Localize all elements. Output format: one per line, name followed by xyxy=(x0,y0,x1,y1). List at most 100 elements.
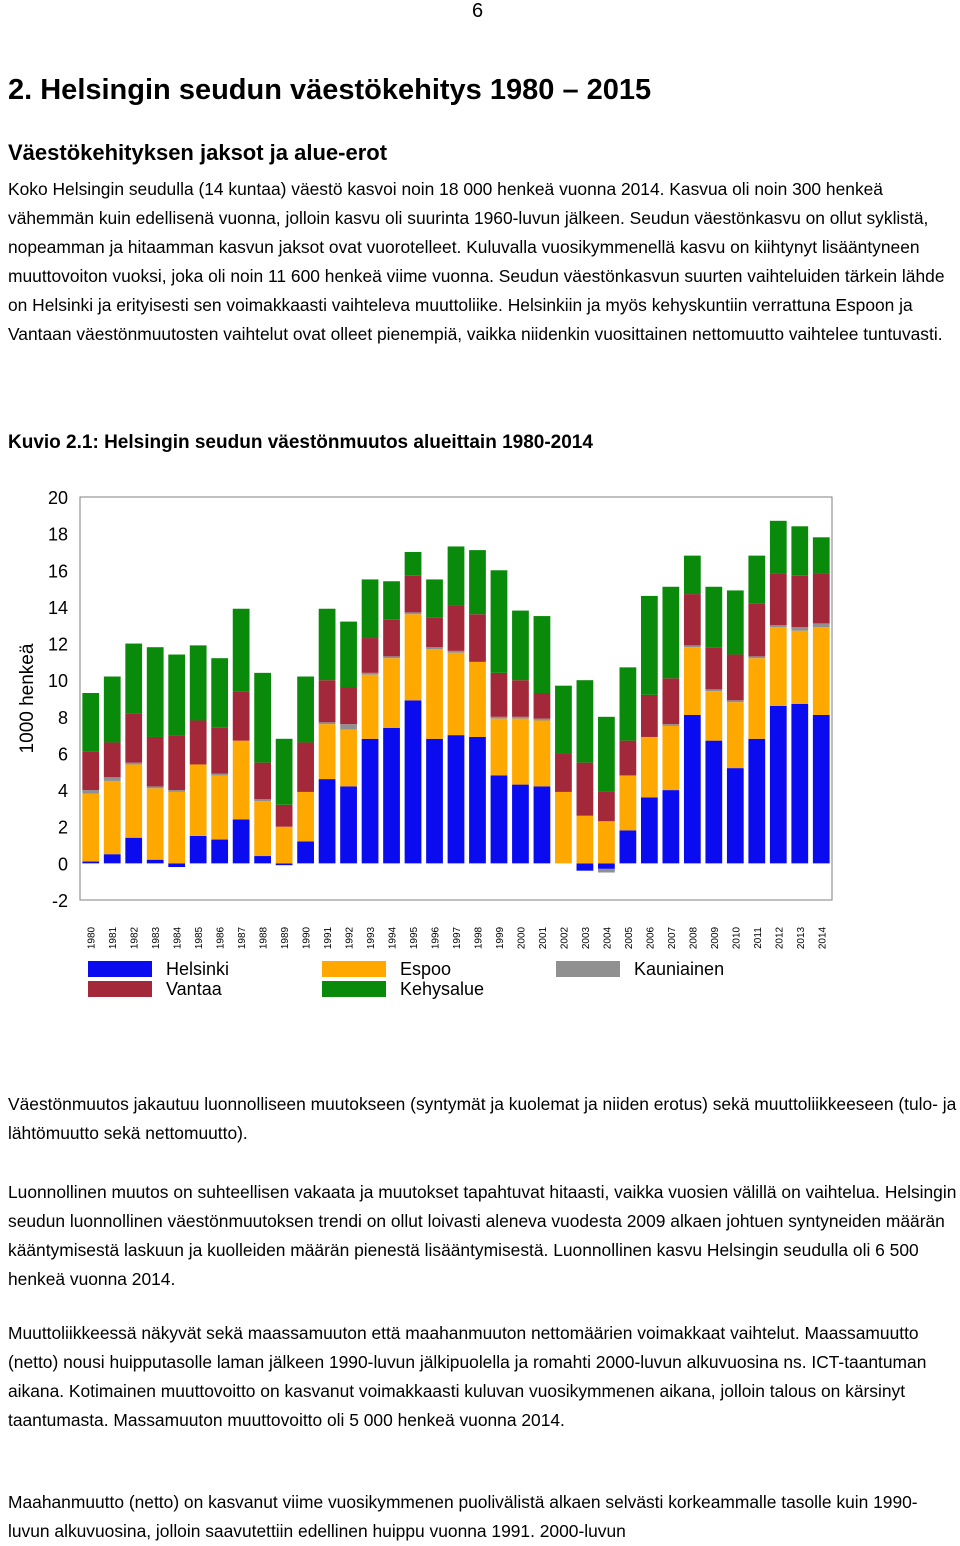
bar-segment-espoo xyxy=(361,674,379,739)
bar-segment-helsinki xyxy=(490,775,508,864)
bar-segment-espoo xyxy=(555,791,572,864)
bar-segment-helsinki xyxy=(598,863,615,869)
bar-segment-helsinki xyxy=(146,859,164,864)
x-tick-label: 1986 xyxy=(216,926,227,949)
bar-segment-espoo xyxy=(748,658,766,739)
bar-segment-helsinki xyxy=(361,738,379,864)
bar-segment-helsinki xyxy=(189,835,207,864)
bar-segment-kauniainen xyxy=(168,790,186,792)
page-number: 6 xyxy=(472,0,484,22)
x-tick-label: 1987 xyxy=(237,926,248,949)
bar-segment-kehysalue xyxy=(469,550,486,615)
y-tick-label: 18 xyxy=(48,525,68,545)
bar-segment-vantaa xyxy=(769,573,787,626)
bar-segment-espoo xyxy=(82,793,100,862)
bar-segment-helsinki xyxy=(533,786,551,864)
x-tick-label: 1993 xyxy=(366,926,377,949)
bar-segment-vantaa xyxy=(619,740,637,776)
x-tick-label: 2013 xyxy=(796,926,807,949)
bar-segment-kauniainen xyxy=(125,762,143,765)
bar-segment-vantaa xyxy=(146,736,164,787)
bar-segment-kehysalue xyxy=(447,546,465,606)
paragraph-natural-change: Luonnollinen muutos on suhteellisen vaka… xyxy=(8,1182,957,1289)
bar-segment-kauniainen xyxy=(748,656,766,659)
x-tick-label: 2005 xyxy=(624,926,635,949)
paragraph-population-change: Väestönmuutos jakautuu luonnolliseen muu… xyxy=(8,1094,957,1143)
bar-segment-vantaa xyxy=(254,762,272,800)
y-tick-label: 20 xyxy=(48,488,68,508)
bar-segment-kauniainen xyxy=(383,656,400,659)
intro-paragraph: Koko Helsingin seudulla (14 kuntaa) väes… xyxy=(8,179,945,344)
bar-segment-vantaa xyxy=(469,614,486,662)
bar-segment-vantaa xyxy=(82,751,100,791)
bar-segment-vantaa xyxy=(555,753,572,792)
bar-segment-vantaa xyxy=(726,654,744,701)
bar-segment-helsinki xyxy=(683,714,701,864)
bar-segment-vantaa xyxy=(683,594,701,646)
legend-label-helsinki: Helsinki xyxy=(166,959,230,979)
y-tick-label: 6 xyxy=(58,744,68,764)
bar-segment-kehysalue xyxy=(404,551,422,576)
legend-swatch-helsinki xyxy=(88,961,152,977)
y-tick-label: 12 xyxy=(48,635,68,655)
x-tick-label: 2012 xyxy=(774,926,785,949)
bar-segment-vantaa xyxy=(640,694,658,737)
bar-segment-vantaa xyxy=(383,619,400,657)
bar-segment-vantaa xyxy=(275,804,293,827)
bar-segment-espoo xyxy=(662,725,680,791)
bar-segment-helsinki xyxy=(340,786,357,864)
x-tick-label: 1995 xyxy=(409,926,420,949)
bar-segment-vantaa xyxy=(297,742,314,792)
bar-segment-kauniainen xyxy=(683,645,701,648)
bar-segment-espoo xyxy=(812,627,830,715)
bar-segment-kehysalue xyxy=(297,676,314,743)
bar-segment-kauniainen xyxy=(705,689,723,692)
bar-segment-espoo xyxy=(275,826,293,864)
bar-segment-espoo xyxy=(769,627,787,706)
bar-segment-helsinki xyxy=(404,700,422,864)
x-tick-label: 2008 xyxy=(688,926,699,949)
bar-segment-kauniainen xyxy=(340,724,357,730)
bar-segment-helsinki xyxy=(125,837,143,864)
x-tick-label: 1992 xyxy=(345,926,356,949)
bar-segment-helsinki xyxy=(426,738,443,864)
bar-segment-helsinki xyxy=(469,736,486,864)
bar-segment-kauniainen xyxy=(812,623,830,628)
bar-segment-vantaa xyxy=(705,647,723,690)
bar-segment-kauniainen xyxy=(447,650,465,653)
bar-segment-helsinki xyxy=(705,740,723,864)
subsection-title: Väestökehityksen jaksot ja alue-erot xyxy=(8,140,388,165)
bar-segment-kauniainen xyxy=(598,868,615,873)
bar-segment-espoo xyxy=(232,740,250,820)
bar-segment-kehysalue xyxy=(748,555,766,604)
bar-segment-helsinki xyxy=(640,797,658,864)
bar-segment-vantaa xyxy=(662,678,680,725)
bar-segment-kehysalue xyxy=(340,621,357,688)
bar-segment-vantaa xyxy=(404,575,422,613)
bar-segment-espoo xyxy=(469,661,486,737)
bar-segment-kauniainen xyxy=(146,786,164,789)
x-tick-label: 1999 xyxy=(495,926,506,949)
bar-segment-vantaa xyxy=(812,573,830,624)
legend-label-kehysalue: Kehysalue xyxy=(400,979,485,999)
bar-segment-espoo xyxy=(576,815,594,864)
legend-swatch-espoo xyxy=(322,961,386,977)
x-tick-label: 2003 xyxy=(581,926,592,949)
bar-segment-kehysalue xyxy=(82,693,100,752)
bar-segment-vantaa xyxy=(318,680,336,723)
bar-segment-espoo xyxy=(125,764,143,838)
figure-title: Kuvio 2.1: Helsingin seudun väestönmuuto… xyxy=(8,432,593,453)
bar-segment-vantaa xyxy=(447,605,465,651)
bar-segment-kauniainen xyxy=(791,627,809,631)
x-tick-label: 1983 xyxy=(151,926,162,949)
legend-label-kauniainen: Kauniainen xyxy=(634,959,725,979)
bar-segment-helsinki xyxy=(275,863,293,866)
chart-legend: Helsinki Espoo Kauniainen Vantaa Kehysal… xyxy=(88,960,788,1010)
bar-segment-espoo xyxy=(189,764,207,836)
bar-segment-helsinki xyxy=(512,784,529,864)
x-tick-label: 1996 xyxy=(431,926,442,949)
bar-segment-espoo xyxy=(103,780,121,855)
x-tick-label: 1984 xyxy=(173,926,184,949)
bar-segment-kauniainen xyxy=(254,799,272,802)
